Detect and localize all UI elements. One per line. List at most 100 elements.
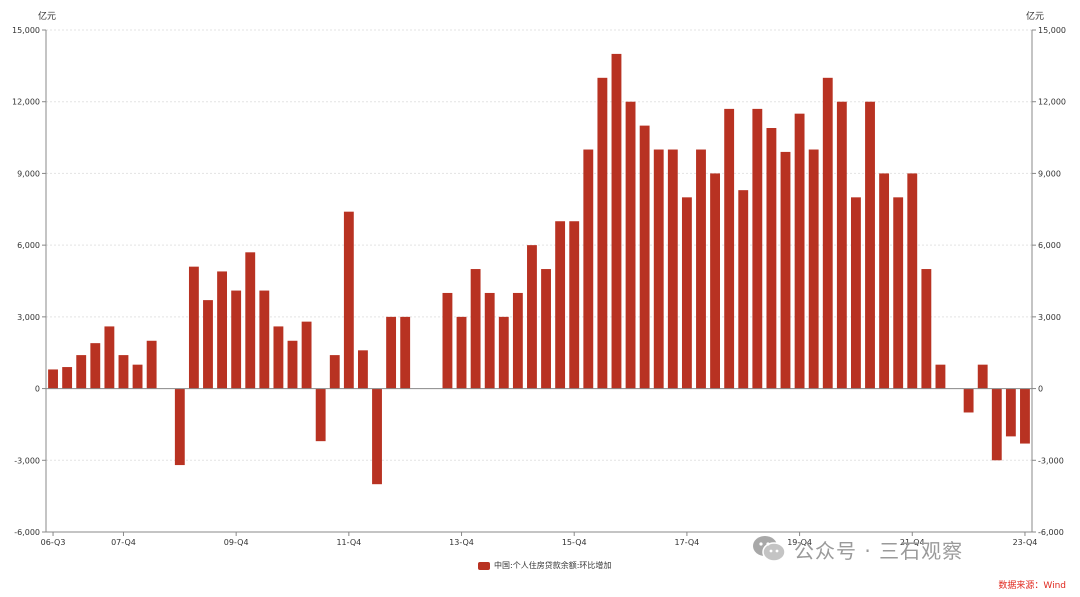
bar <box>794 113 805 389</box>
bar <box>273 326 284 389</box>
bar <box>850 197 861 389</box>
bar <box>808 149 819 389</box>
axes <box>42 29 1036 536</box>
bar <box>991 388 1002 461</box>
y-tick-label-right: 3,000 <box>1038 313 1061 322</box>
bar <box>569 221 580 389</box>
bar <box>583 149 594 389</box>
bar <box>865 101 875 389</box>
bar <box>963 388 974 413</box>
bar <box>315 388 326 442</box>
x-tick-label: 19-Q4 <box>787 538 812 547</box>
y-tick-label-right: 6,000 <box>1038 241 1061 250</box>
bar <box>357 350 368 389</box>
y-tick-label-left: -6,000 <box>14 528 40 537</box>
bar <box>879 173 890 389</box>
bar <box>259 290 270 389</box>
y-tick-label-left: 15,000 <box>12 26 40 35</box>
bar <box>386 316 397 389</box>
legend-swatch <box>478 561 490 570</box>
x-tick-label: 15-Q4 <box>562 538 587 547</box>
x-tick-label: 07-Q4 <box>111 538 136 547</box>
y-tick-label-right: -6,000 <box>1038 528 1064 537</box>
bar <box>343 211 354 389</box>
left-axis-unit: 亿元 <box>38 10 56 22</box>
y-tick-label-left: 9,000 <box>17 169 40 178</box>
bar <box>541 269 551 389</box>
bar <box>696 149 706 389</box>
bar <box>752 108 763 389</box>
bar <box>301 321 312 389</box>
y-tick-label-right: 9,000 <box>1038 169 1061 178</box>
y-tick-label-right: 15,000 <box>1038 26 1066 35</box>
bar <box>710 173 721 389</box>
x-tick-label: 23-Q4 <box>1013 538 1038 547</box>
x-tick-label: 13-Q4 <box>449 538 474 547</box>
bar <box>921 269 932 389</box>
x-tick-label: 09-Q4 <box>224 538 249 547</box>
bar <box>442 292 453 389</box>
bar <box>681 197 692 389</box>
bar <box>498 316 509 389</box>
bar <box>329 355 340 389</box>
y-tick-label-left: -3,000 <box>14 456 40 465</box>
bar <box>104 326 115 389</box>
bar <box>653 149 664 389</box>
bar <box>484 292 495 389</box>
bar <box>400 316 411 389</box>
bar <box>231 290 242 389</box>
x-tick-label: 17-Q4 <box>675 538 700 547</box>
bar <box>90 343 101 389</box>
bar <box>822 77 833 389</box>
x-tick-label: 11-Q4 <box>336 538 361 547</box>
bar <box>766 128 777 389</box>
bar <box>470 269 481 389</box>
bar <box>935 364 946 389</box>
chat-bubbles-icon <box>753 536 786 562</box>
bar <box>893 197 904 389</box>
bar <box>611 53 622 389</box>
watermark: 公众号 · 三石观察 <box>752 534 963 564</box>
bar <box>780 151 791 389</box>
right-axis-unit: 亿元 <box>1026 10 1044 22</box>
bar <box>188 266 199 389</box>
bar <box>836 101 847 389</box>
y-tick-label-left: 0 <box>35 385 40 394</box>
bar <box>132 364 143 389</box>
bar <box>977 364 988 389</box>
x-tick-label: 06-Q3 <box>41 538 66 547</box>
bar <box>738 190 749 389</box>
bar <box>245 252 256 389</box>
bar <box>62 367 73 389</box>
bar-series <box>48 53 1030 485</box>
bar <box>76 355 87 389</box>
y-tick-label-right: 0 <box>1038 385 1043 394</box>
data-source-note: 数据来源：Wind <box>998 581 1066 591</box>
bar <box>625 101 636 389</box>
bar <box>639 125 650 389</box>
bar <box>146 340 157 389</box>
bar <box>287 340 298 389</box>
watermark-text: 公众号 · 三石观察 <box>794 538 964 563</box>
bar <box>48 369 58 389</box>
bar <box>512 292 523 389</box>
bar <box>724 108 735 389</box>
bar <box>372 388 382 485</box>
bar <box>527 245 537 389</box>
bar <box>203 300 213 389</box>
bar <box>118 355 129 389</box>
y-tick-label-right: 12,000 <box>1038 98 1066 107</box>
bar <box>174 388 185 466</box>
bar <box>456 316 467 389</box>
y-tick-label-left: 3,000 <box>17 313 40 322</box>
bar <box>667 149 678 389</box>
legend[interactable]: 中国:个人住房贷款余额:环比增加 <box>478 560 611 571</box>
y-tick-label-left: 6,000 <box>17 241 40 250</box>
y-tick-label-left: 12,000 <box>12 98 40 107</box>
legend-label: 中国:个人住房贷款余额:环比增加 <box>494 561 612 570</box>
x-tick-label: 21-Q4 <box>900 538 925 547</box>
bar <box>1005 388 1016 437</box>
bar <box>1020 388 1030 444</box>
y-tick-label-right: -3,000 <box>1038 456 1064 465</box>
